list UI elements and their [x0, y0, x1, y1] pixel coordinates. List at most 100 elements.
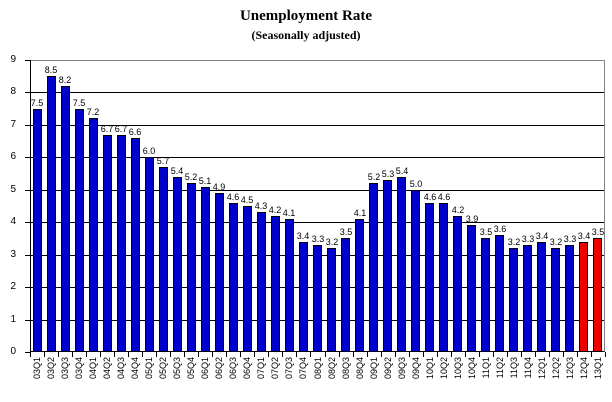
gridline — [31, 222, 604, 223]
bar — [285, 219, 294, 352]
bar — [159, 167, 168, 352]
bar-value-label: 5.2 — [367, 172, 381, 182]
bar — [579, 242, 588, 352]
x-axis-tick — [114, 352, 115, 357]
x-axis-category-label: 06Q4 — [242, 357, 252, 380]
x-axis-tick — [30, 352, 31, 357]
x-axis-tick — [156, 352, 157, 357]
bar-value-label: 8.5 — [44, 65, 58, 75]
bar-value-label: 3.4 — [577, 231, 591, 241]
y-axis-tick-label: 1 — [10, 314, 16, 325]
bar-value-label: 6.7 — [114, 124, 128, 134]
gridline — [31, 157, 604, 158]
bar-value-label: 3.3 — [563, 234, 577, 244]
chart-title: Unemployment Rate — [239, 8, 373, 24]
y-axis-tick-label: 5 — [10, 184, 16, 195]
x-axis-tick — [535, 352, 536, 357]
x-axis-category-label: 07Q3 — [284, 357, 294, 380]
y-axis-tick — [25, 287, 31, 288]
bar — [201, 187, 210, 352]
bar-value-label: 3.3 — [311, 234, 325, 244]
bar-value-label: 6.0 — [142, 146, 156, 156]
bar — [481, 238, 490, 352]
x-axis-tick — [240, 352, 241, 357]
gridline — [31, 190, 604, 191]
bar — [145, 157, 154, 352]
bar-value-label: 4.6 — [423, 192, 437, 202]
gridline — [31, 125, 604, 126]
bar — [509, 248, 518, 352]
x-axis-category-label: 12Q1 — [537, 357, 547, 380]
x-axis-category-label: 11Q1 — [481, 357, 491, 379]
x-axis-tick — [170, 352, 171, 357]
x-axis-tick — [184, 352, 185, 357]
bar — [299, 242, 308, 352]
x-axis-tick — [268, 352, 269, 357]
x-axis-tick — [423, 352, 424, 357]
x-axis-tick — [451, 352, 452, 357]
x-axis-category-label: 12Q2 — [551, 357, 561, 380]
bar-value-label: 4.6 — [437, 192, 451, 202]
x-axis-category-label: 08Q1 — [313, 357, 323, 380]
x-axis-tick — [521, 352, 522, 357]
x-axis-tick — [198, 352, 199, 357]
chart-subtitle: (Seasonally adjusted) — [251, 28, 361, 42]
bar — [257, 212, 266, 352]
y-axis-tick-label: 6 — [10, 151, 16, 162]
bar-value-label: 3.5 — [339, 227, 353, 237]
x-axis-category-label: 12Q3 — [565, 357, 575, 380]
bar-value-label: 7.5 — [30, 98, 44, 108]
y-axis-tick-label: 4 — [10, 216, 16, 227]
y-axis-tick-label: 0 — [10, 346, 16, 357]
x-axis-tick — [226, 352, 227, 357]
x-axis-tick — [577, 352, 578, 357]
bar — [439, 203, 448, 352]
x-axis-tick — [212, 352, 213, 357]
x-axis-tick — [549, 352, 550, 357]
bar-value-label: 4.3 — [254, 201, 268, 211]
y-axis-tick — [25, 222, 31, 223]
bar-value-label: 4.1 — [282, 208, 296, 218]
bar — [467, 225, 476, 352]
y-axis-tick — [25, 157, 31, 158]
y-axis-tick — [25, 320, 31, 321]
bar-value-label: 5.3 — [381, 169, 395, 179]
bar-value-label: 5.7 — [156, 156, 170, 166]
x-axis-tick — [507, 352, 508, 357]
y-axis-tick — [25, 255, 31, 256]
bar-value-label: 3.9 — [465, 214, 479, 224]
x-axis-tick — [128, 352, 129, 357]
x-axis-category-label: 11Q3 — [509, 357, 519, 379]
bar — [383, 180, 392, 352]
bar-value-label: 3.5 — [479, 227, 493, 237]
bar — [397, 177, 406, 352]
x-axis-tick — [72, 352, 73, 357]
x-axis-tick — [465, 352, 466, 357]
bar — [341, 238, 350, 352]
bar — [131, 138, 140, 352]
x-axis-category-label: 05Q2 — [158, 357, 168, 380]
x-axis-category-label: 05Q4 — [186, 357, 196, 380]
x-axis-category-label: 04Q4 — [130, 357, 140, 380]
bar — [355, 219, 364, 352]
x-axis-category-label: 07Q4 — [298, 357, 308, 380]
x-axis-tick — [353, 352, 354, 357]
bar — [453, 216, 462, 352]
x-axis-tick — [325, 352, 326, 357]
bar — [89, 118, 98, 352]
x-axis-category-label: 09Q1 — [369, 357, 379, 380]
x-axis-category-label: 11Q4 — [523, 357, 533, 379]
x-axis-tick — [493, 352, 494, 357]
x-axis-category-label: 10Q2 — [439, 357, 449, 380]
bar — [103, 135, 112, 352]
bar-value-label: 4.2 — [451, 205, 465, 215]
x-axis-tick — [339, 352, 340, 357]
bar — [243, 206, 252, 352]
x-axis-category-label: 10Q3 — [453, 357, 463, 380]
y-axis-tick — [25, 92, 31, 93]
bar-value-label: 4.1 — [353, 208, 367, 218]
y-axis-tick — [25, 60, 31, 61]
bar-value-label: 7.5 — [72, 98, 86, 108]
x-axis-tick — [437, 352, 438, 357]
bar — [271, 216, 280, 352]
